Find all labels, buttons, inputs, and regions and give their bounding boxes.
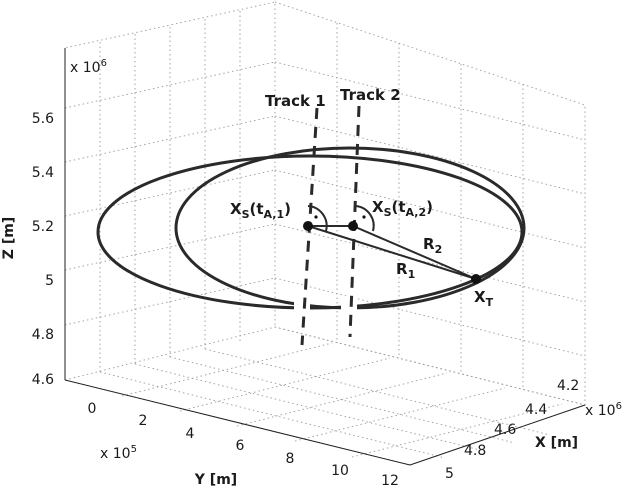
xs1-point [303,221,313,231]
z-tick-label: 5.6 [32,111,54,127]
y-tick-label: 6 [236,438,245,454]
x-tick-label: 4.8 [464,443,486,459]
grid-back-left-wall [64,1,276,380]
z-axis-label: Z [m] [1,217,17,259]
x-tick-label: 4.2 [557,378,579,394]
grid-back-right-wall [274,1,586,406]
xt-point [471,274,481,284]
xs2-label: XS(tA,2) [372,198,433,219]
r1-label: R1 [396,260,415,281]
y-tick-label: 2 [139,413,148,429]
x-exponent-label: x 106 [585,401,622,419]
z-tick-label: 5.4 [32,165,54,181]
y-tick-label: 0 [88,401,97,417]
x-axis-label: X [m] [535,435,578,451]
right-angle-arc-1 [307,205,328,232]
annotations: Track 1 Track 2 XS(tA,1) XS(tA,2) R2 R1 … [230,86,494,309]
right-angle-arc-2 [355,205,375,232]
x-tick-label: 4.6 [494,422,516,438]
z-exponent-label: x 106 [70,58,107,76]
y-tick-label: 10 [331,463,349,479]
axis-lines [64,48,586,466]
track-1-label: Track 1 [265,92,326,110]
y-axis-label: Y [m] [194,472,237,488]
r1-line [307,225,477,280]
y-axis: 0 2 4 6 8 10 12 x 105 Y [m] [88,401,399,489]
x-tick-label: 5 [445,466,454,482]
z-axis: x 106 5.6 5.4 5.2 5 4.8 4.6 Z [m] [1,58,107,388]
r2-label: R2 [423,235,442,256]
right-angle-dot-2 [362,215,366,219]
xs2-point [348,221,358,231]
track-2-label: Track 2 [340,86,401,104]
y-tick-label: 12 [381,473,399,489]
y-exponent-label: x 105 [100,444,137,462]
right-angle-dot-1 [314,215,318,219]
xs1-label: XS(tA,1) [230,200,291,221]
z-tick-label: 5.2 [32,219,54,235]
x-axis: 4.2 4.4 4.6 4.8 5 x 106 X [m] [445,378,622,482]
z-tick-label: 4.8 [32,327,54,343]
y-tick-label: 8 [286,451,295,467]
x-tick-label: 4.4 [525,402,547,418]
y-tick-label: 4 [186,426,195,442]
xt-label: XT [474,288,494,309]
z-tick-label: 5 [45,273,54,289]
z-tick-label: 4.6 [32,372,54,388]
r2-line [352,225,477,280]
geometry [303,205,481,284]
